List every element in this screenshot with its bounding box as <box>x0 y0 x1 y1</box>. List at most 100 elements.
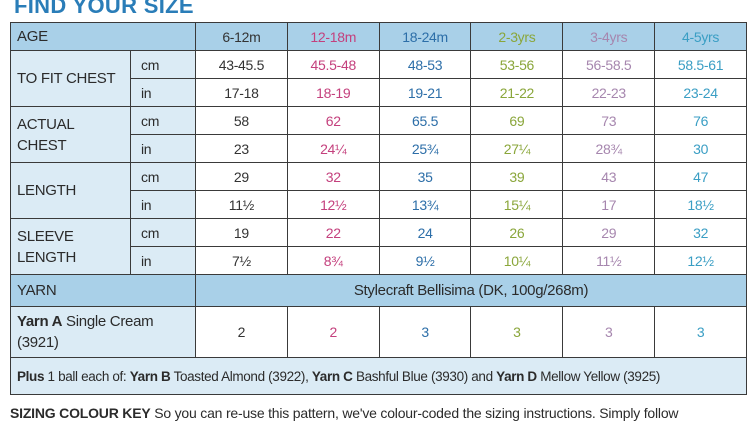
value: 13¾ <box>378 190 472 219</box>
plus-note-part: Mellow Yellow (3925) <box>536 368 661 384</box>
value: 18-19 <box>286 78 380 107</box>
plus-row: Plus 1 ball each of: Yarn B Toasted Almo… <box>10 357 747 395</box>
unit: in <box>130 190 196 219</box>
unit: in <box>130 78 196 107</box>
plus-note-part: Bashful Blue (3930) and <box>352 368 497 384</box>
value: 43-45.5 <box>195 50 288 79</box>
unit: cm <box>130 50 196 79</box>
footer-heading: SIZING COLOUR KEY <box>10 405 151 421</box>
unit: in <box>130 134 196 163</box>
value: 56-58.5 <box>562 50 656 79</box>
value: 8¾ <box>286 246 380 275</box>
value: 45.5-48 <box>286 50 380 79</box>
unit: cm <box>130 106 196 135</box>
value: 22 <box>286 218 380 247</box>
value: 58.5-61 <box>654 50 747 79</box>
measurement-row: in 7½ 8¾ 9½ 10¼ 11½ 12½ <box>11 246 747 275</box>
value: 62 <box>286 106 380 135</box>
value: 24¼ <box>286 134 380 163</box>
value: 28¾ <box>562 134 656 163</box>
value: 65.5 <box>378 106 472 135</box>
value: 12½ <box>286 190 380 219</box>
value: 29 <box>562 218 656 247</box>
value: 26 <box>470 218 564 247</box>
value: 69 <box>470 106 564 135</box>
value: 76 <box>654 106 747 135</box>
value: 21-22 <box>470 78 564 107</box>
measurement-row: LENGTH cm 29 32 35 39 43 47 <box>10 162 747 219</box>
plus-note-part: Toasted Almond (3922), <box>170 368 312 384</box>
value: 27¼ <box>470 134 564 163</box>
value: 32 <box>654 218 747 247</box>
header-row: AGE 6-12m 12-18m 18-24m 2-3yrs 3-4yrs 4-5yrs <box>10 22 747 51</box>
measurement-label: ACTUAL CHEST <box>10 106 131 163</box>
size-header: 4-5yrs <box>654 22 747 51</box>
value: 29 <box>195 162 288 191</box>
measurement-row: SLEEVE LENGTH cm 19 22 24 26 29 32 <box>10 218 747 275</box>
yarn-a-value: 3 <box>378 306 472 358</box>
yarn-a-value: 2 <box>195 306 288 358</box>
yarn-row: YARN Stylecraft Bellisima (DK, 100g/268m) <box>10 274 747 307</box>
value: 25¾ <box>378 134 472 163</box>
plus-note-part: Yarn C <box>311 368 353 384</box>
value: 53-56 <box>470 50 564 79</box>
value: 58 <box>195 106 288 135</box>
unit: cm <box>130 218 196 247</box>
yarn-a-name: Yarn A <box>17 313 63 330</box>
yarn-label: YARN <box>10 274 196 307</box>
value: 73 <box>562 106 656 135</box>
plus-note-part: 1 ball each of: <box>44 368 130 384</box>
footer: SIZING COLOUR KEY So you can re-use this… <box>10 405 679 421</box>
yarn-a-value: 3 <box>562 306 656 358</box>
measurement-label: TO FIT CHEST <box>10 50 131 107</box>
value: 15¼ <box>470 190 564 219</box>
value: 17 <box>562 190 656 219</box>
value: 22-23 <box>562 78 656 107</box>
plus-note-part: Plus <box>17 368 45 384</box>
yarn-value: Stylecraft Bellisima (DK, 100g/268m) <box>195 274 747 307</box>
plus-note-part: Yarn D <box>496 368 537 384</box>
value: 48-53 <box>378 50 472 79</box>
value: 17-18 <box>195 78 288 107</box>
value: 11½ <box>195 190 288 219</box>
value: 30 <box>654 134 747 163</box>
value: 24 <box>378 218 472 247</box>
size-table: AGE 6-12m 12-18m 18-24m 2-3yrs 3-4yrs 4-5yrs TO… <box>10 22 747 395</box>
measurement-label: SLEEVE LENGTH <box>10 218 131 275</box>
value: 23-24 <box>654 78 747 107</box>
value: 39 <box>470 162 564 191</box>
yarn-a-label: Yarn A Single Cream (3921) <box>10 306 196 358</box>
value: 10¼ <box>470 246 564 275</box>
measurement-row: in 17-18 18-19 19-21 21-22 22-23 23-24 <box>11 78 747 107</box>
yarn-a-value: 3 <box>470 306 564 358</box>
size-header: 18-24m <box>378 22 472 51</box>
value: 32 <box>286 162 380 191</box>
size-header: 6-12m <box>195 22 288 51</box>
value: 43 <box>562 162 656 191</box>
value: 19 <box>195 218 288 247</box>
measurement-row: ACTUAL CHEST cm 58 62 65.5 69 73 76 <box>10 106 747 163</box>
measurement-label: LENGTH <box>10 162 131 219</box>
yarn-a-value: 2 <box>286 306 380 358</box>
value: 7½ <box>195 246 288 275</box>
value: 9½ <box>378 246 472 275</box>
measurement-row: in 11½ 12½ 13¾ 15¼ 17 18½ <box>11 190 747 219</box>
size-header: 12-18m <box>286 22 380 51</box>
value: 23 <box>195 134 288 163</box>
plus-note-part: Yarn B <box>129 368 171 384</box>
footer-text: So you can re-use this pattern, we've co… <box>154 405 679 421</box>
header-label: AGE <box>10 22 196 51</box>
value: 12½ <box>654 246 747 275</box>
value: 19-21 <box>378 78 472 107</box>
title: FIND YOUR SIZE <box>14 0 194 18</box>
size-header: 2-3yrs <box>470 22 564 51</box>
size-header: 3-4yrs <box>562 22 656 51</box>
value: 11½ <box>562 246 656 275</box>
measurement-row: TO FIT CHEST cm 43-45.5 45.5-48 48-53 53-56 56… <box>10 50 747 107</box>
plus-note: Plus 1 ball each of: Yarn B Toasted Almo… <box>10 357 747 395</box>
yarn-a-row: Yarn A Single Cream (3921) 2 2 3 3 3 3 <box>10 306 747 358</box>
unit: cm <box>130 162 196 191</box>
measurement-row: in 23 24¼ 25¾ 27¼ 28¾ 30 <box>11 134 747 163</box>
value: 47 <box>654 162 747 191</box>
